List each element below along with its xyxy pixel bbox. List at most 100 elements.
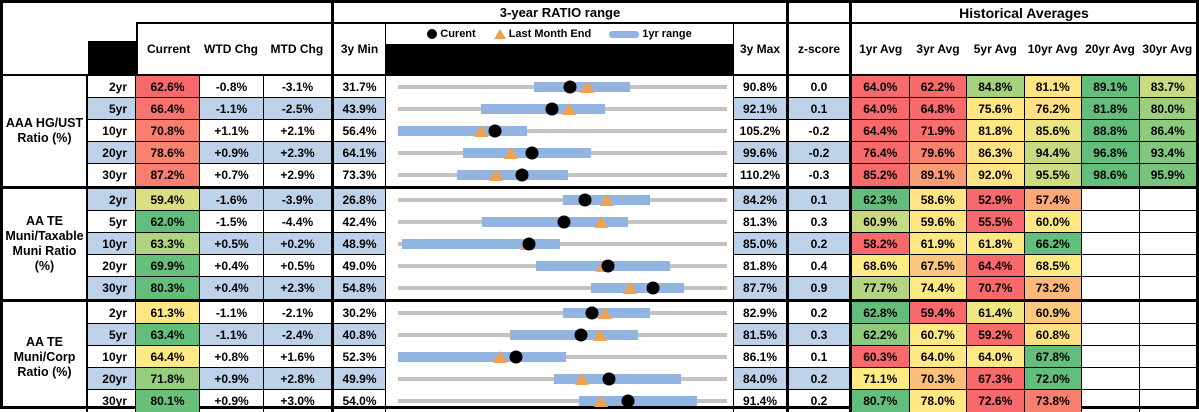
section-0: AAA HG/UST Ratio (%) 2yr 62.6% -0.8% -3.1% 31.… — [3, 76, 1196, 186]
avg-cell: 89.1% — [1082, 76, 1140, 98]
last-month-marker — [504, 147, 519, 159]
range-track — [398, 368, 727, 390]
zscore-cell: 0.0 — [789, 76, 852, 98]
current-marker — [601, 259, 615, 273]
mtd-chg-cell: -2.5% — [264, 98, 334, 120]
wtd-chg-cell: +0.8% — [200, 346, 264, 368]
full-range-line — [398, 311, 727, 315]
averages-group: 62.2% 60.7% 59.2% 60.8% — [852, 324, 1196, 346]
max3y-cell: 91.4% — [733, 390, 789, 412]
group-label: AAA HG/UST Ratio (%) — [3, 76, 88, 186]
range-track — [398, 324, 727, 346]
table-row: 30yr 80.3% +0.4% +2.3% 54.8% 87.7% 0.9 77.7% 74.… — [88, 277, 1196, 299]
black-band — [386, 44, 733, 74]
avg-cell — [1082, 346, 1140, 368]
one-year-range-bar — [398, 126, 528, 136]
max3y-cell: 84.0% — [733, 368, 789, 390]
value-columns-header: Current WTD Chg MTD Chg — [136, 22, 331, 74]
avg-cell: 57.4% — [1024, 189, 1082, 211]
one-year-range-bar — [456, 170, 569, 180]
avg-cell: 62.2% — [909, 76, 967, 98]
current-cell: 62.6% — [136, 76, 200, 98]
legend-last-month: Last Month End — [493, 28, 591, 40]
section-2: AA TE Muni/Corp Ratio (%) 2yr 61.3% -1.1% -2.1… — [3, 299, 1196, 412]
avg-cell — [1139, 255, 1196, 277]
max3y-cell: 86.1% — [733, 346, 789, 368]
avg-cell: 84.8% — [967, 76, 1025, 98]
avg-cell — [1082, 211, 1140, 233]
avg-cell — [1139, 302, 1196, 324]
term-cell: 20yr — [88, 255, 136, 277]
term-cell: 20yr — [88, 368, 136, 390]
avg-cell: 64.0% — [852, 76, 910, 98]
max3y-cell: 105.2% — [733, 120, 789, 142]
mtd-column-header: MTD Chg — [270, 42, 324, 56]
table-row: 10yr 63.3% +0.5% +0.2% 48.9% 85.0% 0.2 58.2% 61.… — [88, 233, 1196, 255]
last-month-marker — [593, 329, 608, 341]
current-cell: 80.3% — [136, 277, 200, 299]
current-cell: 61.3% — [136, 302, 200, 324]
zscore-cell: 0.4 — [789, 255, 852, 277]
current-cell: 63.4% — [136, 324, 200, 346]
wtd-chg-cell: +0.9% — [200, 368, 264, 390]
averages-group: 60.3% 64.0% 64.0% 67.8% — [852, 346, 1196, 368]
zscore-cell: 0.2 — [789, 368, 852, 390]
mtd-chg-cell: +2.3% — [264, 277, 334, 299]
table-row: 5yr 66.4% -1.1% -2.5% 43.9% 92.1% 0.1 64.0% 64.8… — [88, 98, 1196, 120]
one-year-range-bar — [398, 352, 567, 362]
mtd-chg-cell: -4.4% — [264, 211, 334, 233]
min3y-cell: 43.9% — [334, 98, 386, 120]
zscore-cell: 0.1 — [789, 346, 852, 368]
max3y-cell: 81.8% — [733, 255, 789, 277]
avg-cell: 64.0% — [852, 98, 910, 120]
avg-cell: 62.8% — [852, 302, 910, 324]
avg-cell — [1082, 390, 1140, 412]
zscore-cell: 0.3 — [789, 211, 852, 233]
group-label: AA TE Muni/Corp Ratio (%) — [3, 302, 88, 412]
last-month-marker — [600, 194, 615, 206]
group-label-line: (%) — [34, 259, 55, 273]
avg-cell — [1139, 324, 1196, 346]
avg-5yr-header: 5yr Avg — [973, 42, 1017, 56]
current-marker — [525, 146, 539, 160]
min3y-cell: 42.4% — [334, 211, 386, 233]
last-month-marker — [598, 307, 613, 319]
max3y-cell: 85.0% — [733, 233, 789, 255]
section-rows: 2yr 62.6% -0.8% -3.1% 31.7% 90.8% 0.0 64.0% 62.2… — [88, 76, 1196, 186]
one-year-range-bar — [401, 239, 561, 249]
table-row: 2yr 62.6% -0.8% -3.1% 31.7% 90.8% 0.0 64.0% 62.2… — [88, 76, 1196, 98]
avg-cell: 71.9% — [909, 120, 967, 142]
wtd-chg-cell: +0.9% — [200, 390, 264, 412]
zscore-cell: 0.9 — [789, 277, 852, 299]
wtd-chg-cell: -1.1% — [200, 98, 264, 120]
term-cell: 5yr — [88, 211, 136, 233]
current-cell: 70.8% — [136, 120, 200, 142]
group-label-line: Muni Ratio — [12, 244, 77, 258]
term-cell: 5yr — [88, 98, 136, 120]
min3y-cell: 73.3% — [334, 164, 386, 186]
range-chart-cell — [386, 324, 733, 346]
avg-cell — [1082, 324, 1140, 346]
wtd-chg-cell: +0.7% — [200, 164, 264, 186]
avg-cell: 77.7% — [852, 277, 910, 299]
max3y-cell: 90.8% — [733, 76, 789, 98]
last-month-marker — [593, 216, 608, 228]
table-header: Current WTD Chg MTD Chg 3-year RATIO ran… — [3, 3, 1196, 74]
one-year-range-bar — [579, 396, 698, 406]
wtd-chg-cell: -1.1% — [200, 324, 264, 346]
range-section-title: 3-year RATIO range — [334, 3, 786, 24]
averages-group: 58.2% 61.9% 61.8% 66.2% — [852, 233, 1196, 255]
full-range-line — [398, 286, 727, 290]
mtd-chg-cell: +2.3% — [264, 142, 334, 164]
group-label-line: Muni/Taxable — [5, 229, 84, 243]
table-row: 2yr 61.3% -1.1% -2.1% 30.2% 82.9% 0.2 62.8% 59.4… — [88, 302, 1196, 324]
avg-cell: 83.7% — [1139, 76, 1196, 98]
avg-cell: 85.6% — [1024, 120, 1082, 142]
group-label-line: AAA HG/UST — [5, 116, 84, 130]
min3y-cell: 49.9% — [334, 368, 386, 390]
min3y-cell: 54.0% — [334, 390, 386, 412]
zscore-cell: 0.1 — [789, 98, 852, 120]
avg-cell: 61.9% — [909, 233, 967, 255]
avg-cell: 64.0% — [967, 346, 1025, 368]
table-row: 5yr 63.4% -1.1% -2.4% 40.8% 81.5% 0.3 62.2% 60.7… — [88, 324, 1196, 346]
